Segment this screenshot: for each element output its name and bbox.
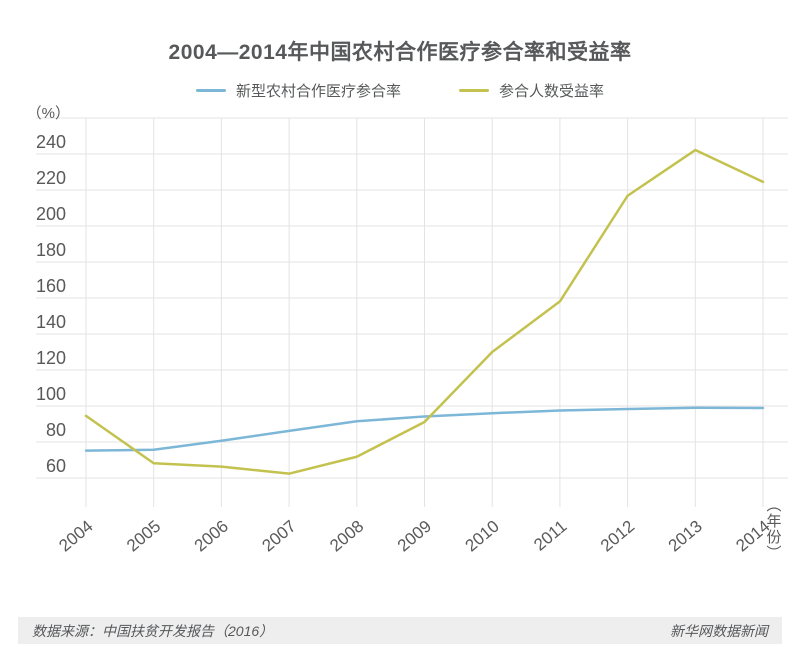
footer-bar: 数据来源：中国扶贫开发报告（2016） 新华网数据新闻 [18, 617, 782, 644]
y-tick-label: 60 [46, 456, 66, 476]
chart-canvas: 60 80 100 120 140 160 180 200 220 240 （%） 2004 2005 2… [27, 105, 788, 556]
legend-item-benefit: 参合人数受益率 [459, 80, 604, 101]
y-axis-unit-label: （%） [27, 105, 70, 122]
y-tick-label: 80 [46, 420, 66, 440]
x-tick-label: 2005 [123, 517, 164, 556]
credit-text: 新华网数据新闻 [670, 622, 768, 639]
data-source-text: 数据来源：中国扶贫开发报告（2016） [32, 622, 274, 639]
series-line-0 [84, 406, 765, 452]
chart-title: 2004—2014年中国农村合作医疗参合率和受益率 [168, 41, 632, 64]
y-tick-label: 200 [36, 204, 66, 224]
y-tick-label: 220 [36, 168, 66, 188]
participation-line-swatch [195, 89, 226, 92]
series-line-1 [84, 148, 765, 475]
x-tick-label: 2007 [258, 517, 299, 556]
legend: 新型农村合作医疗参合率 参合人数受益率 [0, 80, 800, 101]
y-tick-label: 120 [36, 348, 66, 368]
x-tick-label: 2008 [326, 517, 367, 556]
y-tick-label: 100 [36, 384, 66, 404]
y-tick-label: 180 [36, 240, 66, 260]
y-tick-label: 140 [36, 312, 66, 332]
x-tick-label: 2012 [597, 517, 638, 556]
x-tick-label: 2010 [462, 517, 503, 556]
x-tick-label: 2004 [55, 517, 96, 556]
x-tick-label: 2011 [530, 517, 570, 555]
y-tick-label: 240 [36, 132, 66, 152]
y-tick-label: 160 [36, 276, 66, 296]
x-axis-unit-label: （年份） [764, 497, 782, 561]
x-tick-label: 2009 [394, 517, 435, 556]
legend-item-participation: 新型农村合作医疗参合率 [195, 80, 401, 101]
participation-legend-label: 新型农村合作医疗参合率 [235, 83, 401, 100]
benefit-legend-label: 参合人数受益率 [499, 83, 605, 100]
benefit-line-swatch [459, 89, 489, 92]
x-tick-label: 2013 [665, 517, 706, 556]
x-tick-label: 2006 [191, 517, 232, 556]
